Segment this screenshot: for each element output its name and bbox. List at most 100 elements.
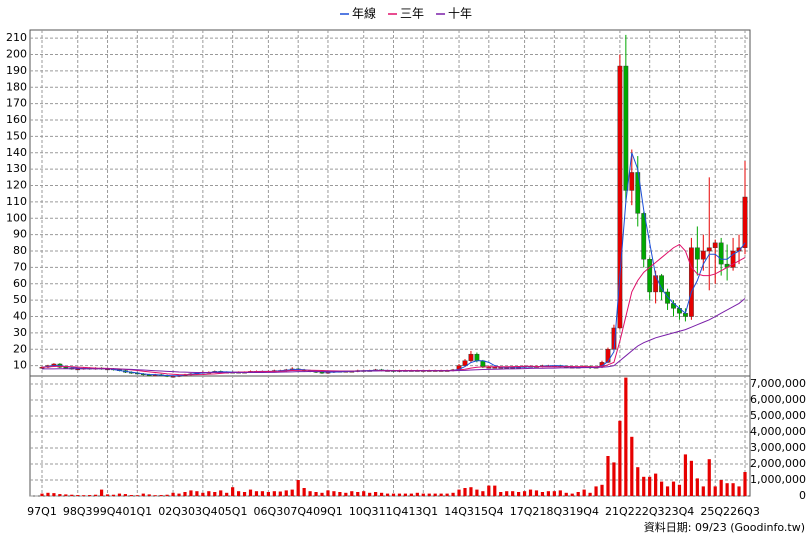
x-tick-label: 26Q3 — [730, 505, 760, 518]
volume-bar — [481, 491, 485, 496]
volume-bar — [552, 491, 556, 496]
volume-bar — [52, 493, 56, 496]
candle-body — [629, 172, 635, 191]
volume-bar — [415, 492, 419, 496]
candle-body — [492, 367, 498, 369]
x-tick-label: 25Q2 — [700, 505, 730, 518]
candle-body — [665, 291, 670, 304]
volume-bar — [683, 454, 688, 496]
volume-bar — [463, 488, 467, 496]
volume-bar — [743, 472, 747, 496]
x-tick-label: 21Q2 — [605, 505, 635, 518]
y-tick-label: 150 — [6, 129, 27, 142]
volume-bar — [129, 495, 133, 496]
x-tick-label: 17Q2 — [510, 505, 540, 518]
y-tick-label: 70 — [13, 260, 27, 273]
volume-bar — [600, 484, 604, 496]
volume-bar — [511, 491, 515, 496]
y-tick-label: 210 — [6, 31, 27, 44]
volume-bar — [659, 481, 664, 496]
y-tick-label: 160 — [6, 113, 27, 126]
x-tick-label: 11Q4 — [379, 505, 409, 518]
volume-bar — [451, 492, 455, 496]
volume-bar — [517, 492, 521, 496]
x-tick-label: 19Q4 — [569, 505, 599, 518]
y-tick-label: 200 — [6, 48, 27, 61]
volume-bar — [630, 436, 634, 496]
volume-bar — [231, 487, 235, 496]
volume-bar — [689, 460, 693, 496]
y2-tick-label: 4,000,000 — [750, 425, 806, 438]
volume-bar — [624, 377, 628, 496]
y-tick-label: 110 — [6, 195, 27, 208]
y2-tick-label: 0 — [799, 489, 806, 502]
x-tick-label: 09Q1 — [313, 505, 343, 518]
candle-body — [688, 247, 694, 317]
volume-bar — [421, 493, 425, 496]
volume-bar — [135, 495, 139, 496]
volume-bar — [665, 486, 670, 496]
volume-bar — [487, 485, 491, 496]
y-tick-label: 100 — [6, 211, 27, 224]
volume-bar — [409, 493, 413, 496]
y-tick-label: 60 — [13, 277, 27, 290]
candle-body — [170, 376, 176, 378]
volume-bar — [403, 493, 408, 496]
volume-bar — [266, 492, 270, 496]
legend-label: 年線 — [352, 6, 376, 21]
volume-bar — [642, 476, 646, 496]
candle-body — [700, 250, 706, 260]
volume-bar — [719, 480, 723, 496]
candle-body — [63, 367, 69, 369]
y-tick-label: 30 — [13, 326, 27, 339]
volume-bar — [278, 491, 282, 496]
volume-bar — [88, 495, 92, 496]
volume-bar — [570, 493, 574, 496]
ma-line — [42, 298, 746, 374]
volume-bar — [46, 492, 50, 496]
volume-bar — [290, 489, 294, 496]
volume-bar — [105, 494, 110, 496]
y2-tick-label: 7,000,000 — [750, 377, 806, 390]
y-tick-label: 10 — [13, 359, 27, 372]
volume-bar — [391, 493, 396, 496]
y-tick-label: 120 — [6, 179, 27, 192]
volume-bar — [695, 478, 699, 496]
volume-bar — [117, 493, 122, 496]
x-tick-label: 03Q4 — [188, 505, 218, 518]
volume-bar — [731, 483, 735, 496]
volume-bar — [475, 489, 479, 496]
x-tick-label: 97Q1 — [27, 505, 57, 518]
volume-bar — [534, 490, 539, 496]
volume-bar — [374, 492, 378, 496]
x-tick-label: 22Q3 — [635, 505, 665, 518]
y2-tick-label: 6,000,000 — [750, 393, 806, 406]
candle-body — [742, 196, 748, 248]
candle-body — [641, 213, 647, 260]
volume-bar — [308, 491, 312, 496]
candle-body — [617, 65, 623, 329]
volume-bar — [528, 489, 533, 496]
volume-bar — [582, 489, 586, 496]
volume-bar — [254, 491, 259, 496]
candle-body — [694, 247, 700, 260]
volume-bar — [147, 494, 151, 496]
y-tick-label: 40 — [13, 310, 27, 323]
volume-bar — [123, 494, 128, 496]
volume-bar — [379, 492, 384, 496]
volume-bar — [219, 490, 223, 496]
x-tick-label: 23Q4 — [665, 505, 695, 518]
volume-bar — [189, 490, 193, 496]
volume-bar — [356, 492, 360, 496]
volume-bar — [737, 486, 741, 496]
volume-bar — [94, 494, 98, 496]
volume-bar — [701, 486, 705, 496]
volume-bar — [141, 493, 145, 496]
volume-bar — [70, 494, 74, 496]
volume-bar — [439, 493, 443, 496]
candle-body — [623, 65, 629, 191]
x-tick-label: 10Q3 — [349, 505, 379, 518]
y-tick-label: 140 — [6, 146, 27, 159]
y-tick-label: 170 — [6, 97, 27, 110]
volume-bar — [493, 485, 497, 496]
